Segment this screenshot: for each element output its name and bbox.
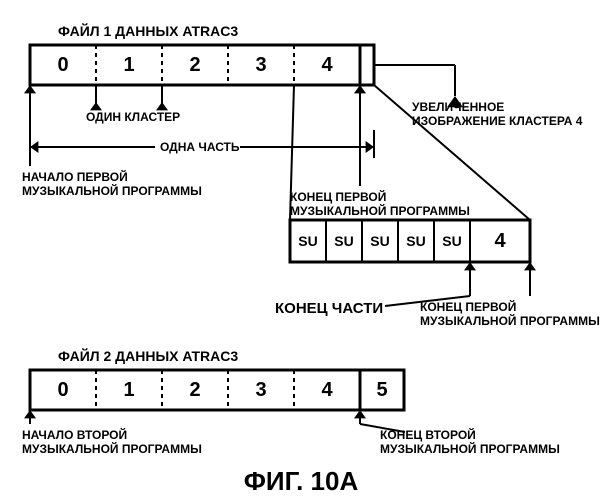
zoom-tail: 4	[470, 220, 530, 262]
file2-cell-3: 3	[228, 370, 294, 410]
zoom-line1: УВЕЛИЧЕННОЕ	[412, 100, 504, 114]
file2-cell-4: 4	[294, 370, 360, 410]
file2-cell-0: 0	[30, 370, 96, 410]
end-first-top-line1: КОНЕЦ ПЕРВОЙ	[290, 190, 386, 204]
file2-tail: 5	[360, 370, 404, 410]
start-second-line2: МУЗЫКАЛЬНОЙ ПРОГРАММЫ	[22, 442, 202, 456]
file1-cell-0: 0	[30, 45, 96, 85]
end-first-top-line2: МУЗЫКАЛЬНОЙ ПРОГРАММЫ	[290, 204, 470, 218]
file2-title: ФАЙЛ 2 ДАННЫХ ATRAC3	[58, 348, 238, 364]
file1-cell-4: 4	[294, 45, 360, 85]
start-second-label: НАЧАЛО ВТОРОЙ МУЗЫКАЛЬНОЙ ПРОГРАММЫ	[22, 428, 202, 457]
zoom-su-0: SU	[290, 220, 326, 262]
file2-cell-2: 2	[162, 370, 228, 410]
end-first-bottom-line2: МУЗЫКАЛЬНОЙ ПРОГРАММЫ	[420, 314, 600, 328]
file2-cell-1: 1	[96, 370, 162, 410]
file1-title: ФАЙЛ 1 ДАННЫХ ATRAC3	[58, 23, 238, 39]
zoom-su-2: SU	[362, 220, 398, 262]
zoom-su-3: SU	[398, 220, 434, 262]
zoom-label: УВЕЛИЧЕННОЕ ИЗОБРАЖЕНИЕ КЛАСТЕРА 4	[412, 100, 582, 129]
one-cluster-label: ОДИН КЛАСТЕР	[86, 110, 180, 124]
end-part-label: КОНЕЦ ЧАСТИ	[275, 300, 383, 317]
zoom-line2: ИЗОБРАЖЕНИЕ КЛАСТЕРА 4	[412, 114, 582, 128]
start-first-label: НАЧАЛО ПЕРВОЙ МУЗЫКАЛЬНОЙ ПРОГРАММЫ	[22, 170, 202, 199]
start-first-line2: МУЗЫКАЛЬНОЙ ПРОГРАММЫ	[22, 184, 202, 198]
figure-caption: ФИГ. 10А	[0, 466, 602, 497]
end-second-label: КОНЕЦ ВТОРОЙ МУЗЫКАЛЬНОЙ ПРОГРАММЫ	[380, 428, 560, 457]
zoom-su-4: SU	[434, 220, 470, 262]
zoom-su-1: SU	[326, 220, 362, 262]
end-second-line1: КОНЕЦ ВТОРОЙ	[380, 428, 476, 442]
end-first-top-label: КОНЕЦ ПЕРВОЙ МУЗЫКАЛЬНОЙ ПРОГРАММЫ	[290, 190, 470, 219]
file1-cell-3: 3	[228, 45, 294, 85]
start-first-line1: НАЧАЛО ПЕРВОЙ	[22, 170, 128, 184]
end-second-line2: МУЗЫКАЛЬНОЙ ПРОГРАММЫ	[380, 442, 560, 456]
one-part-label: ОДНА ЧАСТЬ	[160, 140, 240, 154]
file1-cell-1: 1	[96, 45, 162, 85]
end-first-bottom-label: КОНЕЦ ПЕРВОЙ МУЗЫКАЛЬНОЙ ПРОГРАММЫ	[420, 300, 600, 329]
end-first-bottom-line1: КОНЕЦ ПЕРВОЙ	[420, 300, 516, 314]
start-second-line1: НАЧАЛО ВТОРОЙ	[22, 428, 127, 442]
file1-cell-2: 2	[162, 45, 228, 85]
